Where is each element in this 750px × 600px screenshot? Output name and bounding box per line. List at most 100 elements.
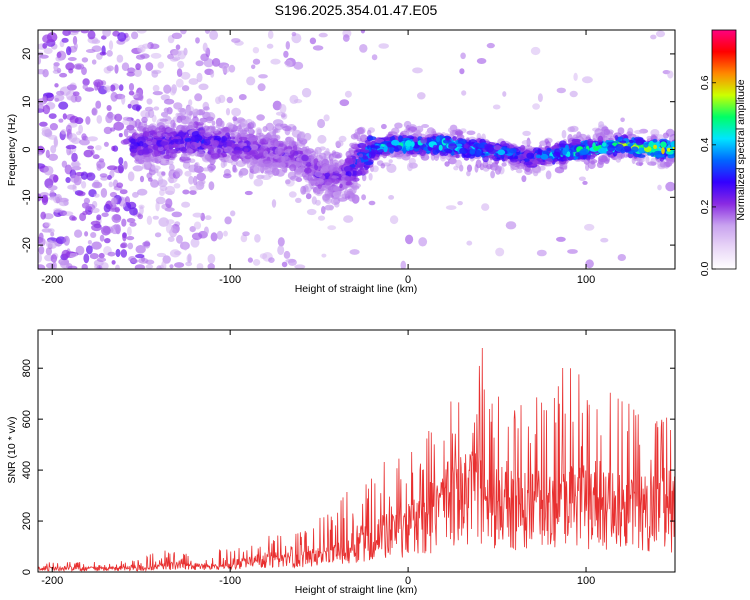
spectrogram-cell <box>150 52 162 59</box>
spectrogram-cell <box>213 128 219 134</box>
spectrogram-cell <box>81 181 87 189</box>
spectrogram-cell <box>293 61 304 70</box>
spectrogram-cell <box>38 245 45 255</box>
spectrogram-cell <box>209 30 219 40</box>
spectrogram-cell <box>295 197 302 203</box>
spectrogram-cell <box>147 125 153 130</box>
spectrogram-cell <box>569 125 579 133</box>
spectrogram-cell <box>145 62 154 72</box>
spectrogram-cell <box>181 125 188 133</box>
spectrogram-cell <box>38 151 43 156</box>
spectrogram-cell <box>256 114 265 121</box>
spectrogram-cell <box>491 156 498 160</box>
spectrogram-cell <box>127 242 134 250</box>
y-tick-label: 10 <box>21 96 33 108</box>
y-tick-label: 600 <box>21 410 33 428</box>
spectrogram-cell <box>400 260 407 269</box>
spectrogram-cell <box>356 127 364 135</box>
spectrogram-cell <box>645 156 650 164</box>
spectrogram-cell <box>152 215 159 220</box>
spectrogram-cell <box>194 162 199 169</box>
spectrogram-cell <box>156 265 162 269</box>
spectrogram-cell <box>556 236 566 242</box>
spectrogram-cell <box>203 226 209 235</box>
spectrogram-cell <box>368 136 377 141</box>
spectrogram-cell <box>110 91 118 102</box>
spectrogram-cell <box>274 128 279 133</box>
spectrogram-cell <box>156 252 166 258</box>
spectrogram-cell <box>546 147 552 152</box>
snr-frame <box>37 329 676 573</box>
spectrogram-cell <box>55 236 67 244</box>
spectrogram-cell <box>661 147 665 155</box>
spectrogram-cell <box>261 174 271 180</box>
spectrogram-cell <box>123 160 128 170</box>
spectrogram-cell <box>79 139 90 146</box>
spectrogram-cell <box>330 197 341 206</box>
spectrogram-cell <box>426 133 433 138</box>
spectrogram-cell <box>54 193 63 203</box>
spectrogram-cell <box>181 85 190 92</box>
spectrogram-cell <box>140 136 149 140</box>
spectrogram-cell <box>247 257 253 263</box>
spectrogram-cell <box>220 120 225 128</box>
spectrogram-cell <box>252 47 260 54</box>
spectrogram-cell <box>198 180 204 187</box>
spectrogram-cell <box>194 93 203 102</box>
spectrogram-cell <box>231 107 242 117</box>
spectrogram-cell <box>169 264 174 269</box>
spectrogram-cell <box>110 197 117 206</box>
spectrogram-cell <box>410 141 415 148</box>
spectrogram-cell <box>161 171 166 176</box>
spectrogram-cell <box>207 253 216 264</box>
spectrogram-cell <box>670 141 675 147</box>
spectrogram-cell <box>172 153 178 158</box>
spectrogram-cell <box>196 263 204 269</box>
spectrogram-cell <box>42 34 53 44</box>
x-tick-label: -100 <box>219 274 241 286</box>
spectrogram-cell <box>309 37 317 45</box>
spectrogram-cell <box>62 113 67 120</box>
spectrogram-cell <box>165 198 173 209</box>
spectrogram-cell <box>75 245 85 256</box>
spectrogram-cell <box>338 135 347 143</box>
spectrogram-cell <box>404 140 412 147</box>
spectrogram-cell <box>150 179 159 188</box>
spectrogram-cell <box>327 225 337 231</box>
spectrogram-cell <box>193 175 198 186</box>
spectrogram-cell <box>127 171 135 182</box>
spectrogram-cell <box>318 32 328 38</box>
spectrogram-cell <box>262 126 268 132</box>
spectrogram-cell <box>188 78 199 85</box>
spectrogram-cell <box>333 186 341 192</box>
spectrogram-cell <box>321 206 326 215</box>
spectrogram-cell <box>106 65 114 72</box>
spectrogram-cell <box>523 145 533 150</box>
spectrogram-cell <box>69 115 79 124</box>
spectrogram-cell <box>521 175 527 183</box>
spectrogram-cell <box>128 83 135 91</box>
spectrogram-cell <box>192 212 203 218</box>
spectrogram-cell <box>67 57 77 61</box>
spectrogram-cell <box>169 163 175 172</box>
spectrogram-cell <box>505 221 517 230</box>
spectrogram-cell <box>345 150 352 158</box>
spectrogram-cell <box>250 122 257 128</box>
spectrogram-cell <box>175 78 184 88</box>
spectrogram-cell <box>139 205 144 215</box>
spectrogram-cell <box>143 123 148 128</box>
spectrogram-cell <box>74 229 83 238</box>
spectrogram-cell <box>281 156 291 164</box>
spectrogram-cell <box>151 150 159 158</box>
spectrogram-cell <box>38 69 46 75</box>
spectrogram-cell <box>520 144 526 151</box>
spectrogram-cell <box>157 61 165 69</box>
spectrogram-cell <box>252 259 261 266</box>
spectrogram-cell <box>72 35 78 45</box>
spectrogram-cell <box>167 132 177 137</box>
spectrogram-cell <box>203 131 212 138</box>
spectrogram-cell <box>184 137 192 142</box>
spectrogram-cell <box>417 92 426 100</box>
spectrogram-cell <box>189 226 196 233</box>
spectrogram-cell <box>39 54 49 59</box>
